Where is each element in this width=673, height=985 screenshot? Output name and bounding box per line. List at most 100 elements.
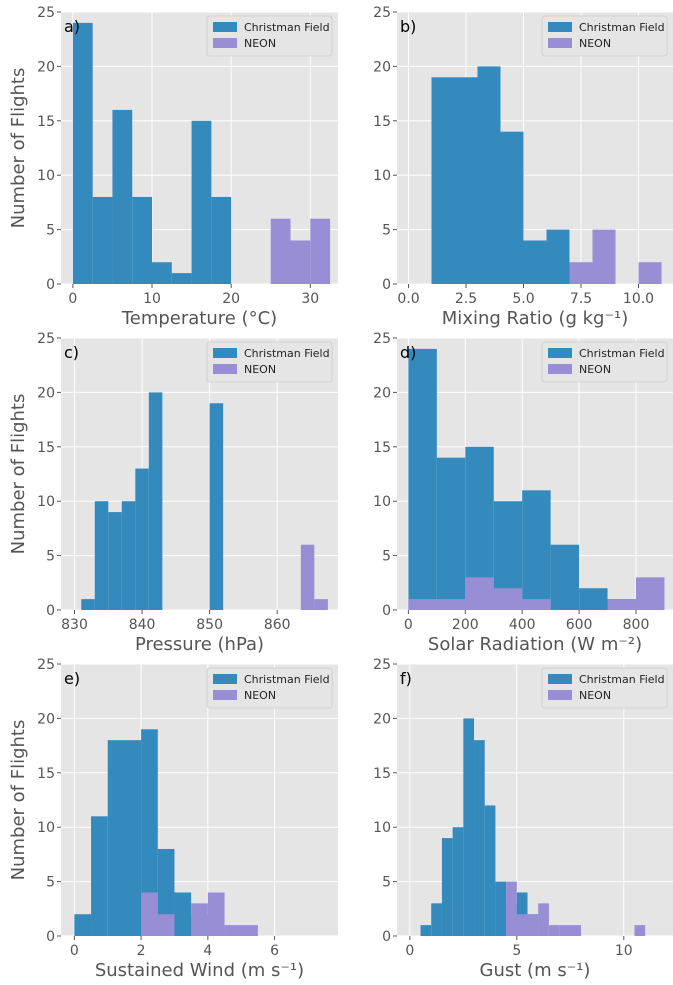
- bar-neon: [191, 903, 208, 936]
- legend-swatch: [548, 348, 572, 358]
- bar-christman: [477, 66, 501, 285]
- bar-neon: [636, 577, 665, 610]
- x-axis-label: Sustained Wind (m s⁻¹): [95, 960, 304, 981]
- bar-christman: [121, 501, 136, 610]
- legend-box: [541, 667, 668, 709]
- y-tick-label: 20: [373, 59, 391, 75]
- legend-box: [206, 341, 333, 383]
- y-tick-label: 10: [37, 168, 55, 184]
- bar-christman: [72, 22, 93, 284]
- panel-label: d): [400, 343, 416, 362]
- x-tick-label: 0.0: [397, 291, 419, 307]
- y-tick-label: 0: [382, 277, 391, 293]
- bar-christman: [152, 262, 172, 284]
- bar-christman: [523, 240, 547, 284]
- bar-neon: [607, 599, 637, 610]
- legend-entry: NEON: [244, 689, 276, 702]
- bar-christman: [550, 544, 580, 610]
- bar-neon: [141, 892, 158, 936]
- y-tick-label: 0: [382, 929, 391, 945]
- bar-neon: [493, 588, 523, 610]
- x-tick-label: 0: [405, 943, 414, 959]
- x-axis-label: Temperature (°C): [121, 308, 277, 329]
- y-tick-label: 25: [37, 331, 55, 347]
- legend-entry: Christman Field: [244, 347, 330, 360]
- y-tick-label: 20: [37, 711, 55, 727]
- x-tick-label: 830: [61, 617, 88, 633]
- y-tick-label: 15: [373, 766, 391, 782]
- y-tick-label: 20: [373, 385, 391, 401]
- bar-neon: [290, 240, 311, 284]
- y-tick-label: 5: [46, 223, 55, 239]
- panel-label: a): [64, 17, 80, 36]
- y-axis-label: Number of Flights: [8, 720, 29, 881]
- bar-neon: [559, 925, 581, 936]
- x-tick-label: 2.5: [455, 291, 477, 307]
- bar-christman: [441, 838, 453, 936]
- bar-christman: [108, 512, 122, 610]
- legend-box: [206, 15, 333, 57]
- bar-neon: [270, 218, 291, 284]
- y-tick-label: 15: [373, 440, 391, 456]
- y-tick-label: 5: [382, 875, 391, 891]
- bar-neon: [538, 903, 549, 936]
- bar-christman: [546, 229, 570, 284]
- x-tick-label: 800: [623, 617, 650, 633]
- legend-swatch: [213, 364, 237, 374]
- bar-christman: [74, 914, 92, 936]
- legend: Christman Field NEON: [541, 15, 668, 57]
- x-tick-label: 600: [566, 617, 593, 633]
- x-tick-label: 840: [129, 617, 156, 633]
- y-tick-label: 25: [37, 5, 55, 21]
- panel-label: e): [64, 669, 80, 688]
- bar-christman: [94, 501, 109, 610]
- y-tick-label: 15: [37, 440, 55, 456]
- bar-christman: [141, 729, 158, 936]
- bar-christman: [209, 403, 224, 610]
- legend-swatch: [548, 364, 572, 374]
- y-tick-label: 5: [382, 223, 391, 239]
- bar-neon: [634, 925, 646, 936]
- bar-neon: [548, 925, 560, 936]
- bar-neon: [314, 599, 328, 610]
- y-tick-label: 10: [37, 494, 55, 510]
- legend-entry: Christman Field: [579, 673, 665, 686]
- x-tick-label: 10: [143, 291, 161, 307]
- panel-label: f): [400, 669, 412, 688]
- y-tick-label: 15: [37, 114, 55, 130]
- y-tick-label: 0: [46, 603, 55, 619]
- x-axis-label: Pressure (hPa): [135, 634, 264, 655]
- bar-christman: [112, 109, 133, 284]
- panel-a: 0 5 10 15 20 25 0 10 20 30 Temperature (°C) Number …: [8, 5, 338, 329]
- legend-swatch: [548, 22, 572, 32]
- x-tick-label: 400: [509, 617, 536, 633]
- y-axis-label: Number of Flights: [8, 394, 29, 555]
- bar-christman: [495, 881, 507, 936]
- legend-swatch: [548, 690, 572, 700]
- legend-swatch: [213, 348, 237, 358]
- x-tick-label: 0: [70, 943, 79, 959]
- legend: Christman Field NEON: [541, 667, 668, 709]
- legend-box: [541, 341, 668, 383]
- y-tick-label: 25: [37, 657, 55, 673]
- panel-label: c): [64, 343, 79, 362]
- x-tick-label: 5.0: [512, 291, 534, 307]
- y-tick-label: 25: [373, 657, 391, 673]
- bar-christman: [211, 196, 232, 284]
- bar-neon: [224, 925, 258, 936]
- x-tick-label: 2: [137, 943, 146, 959]
- y-tick-label: 10: [37, 820, 55, 836]
- legend-entry: Christman Field: [579, 347, 665, 360]
- bar-neon: [527, 914, 539, 936]
- bar-christman: [436, 457, 466, 610]
- x-tick-label: 200: [452, 617, 479, 633]
- x-axis-label: Gust (m s⁻¹): [480, 960, 591, 981]
- x-tick-label: 5: [512, 943, 521, 959]
- bar-christman: [81, 599, 95, 610]
- bar-neon: [436, 599, 466, 610]
- x-tick-label: 20: [222, 291, 240, 307]
- y-tick-label: 0: [46, 929, 55, 945]
- bar-neon: [157, 914, 175, 936]
